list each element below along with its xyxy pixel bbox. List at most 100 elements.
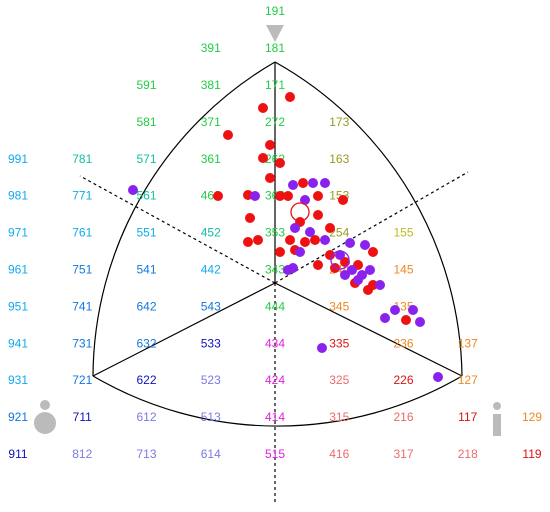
top-icon	[266, 25, 284, 42]
point	[313, 191, 323, 201]
grid-label: 741	[72, 299, 92, 313]
point	[415, 317, 425, 327]
grid-label: 713	[136, 447, 156, 461]
dashed-line	[274, 171, 469, 284]
point	[213, 191, 223, 201]
grid-label: 315	[329, 410, 349, 424]
centroid	[290, 202, 310, 222]
left-icon	[34, 412, 56, 434]
point	[313, 260, 323, 270]
dashed-lines	[79, 171, 469, 505]
grid-label: 216	[393, 410, 413, 424]
grid-label: 173	[329, 115, 349, 129]
grid-label: 921	[8, 410, 28, 424]
point	[283, 191, 293, 201]
grid-label: 991	[8, 152, 28, 166]
grid-label: 911	[8, 447, 27, 461]
grid-label: 931	[8, 373, 28, 387]
centroid	[330, 250, 350, 270]
grid-label: 541	[136, 262, 156, 276]
grid-label: 391	[201, 41, 221, 55]
point	[128, 185, 138, 195]
right-icon	[493, 402, 501, 410]
point	[285, 235, 295, 245]
right-icon	[493, 414, 501, 436]
left-arc	[92, 61, 276, 377]
grid-label: 218	[458, 447, 478, 461]
grid-label: 442	[201, 262, 221, 276]
outline	[79, 61, 469, 505]
grid-label: 345	[329, 299, 349, 313]
point	[368, 247, 378, 257]
point	[283, 265, 293, 275]
point	[365, 265, 375, 275]
grid-label: 236	[393, 336, 413, 350]
grid-label: 272	[265, 115, 285, 129]
grid-label: 981	[8, 189, 28, 203]
point	[325, 250, 335, 260]
point	[360, 240, 370, 250]
grid-label: 381	[201, 78, 221, 92]
point	[295, 247, 305, 257]
grid-label: 581	[136, 115, 156, 129]
left-icon	[40, 400, 50, 410]
point	[253, 235, 263, 245]
grid-label: 561	[136, 189, 156, 203]
point	[308, 178, 318, 188]
grid-label: 711	[73, 410, 92, 424]
point	[390, 305, 400, 315]
point	[433, 372, 443, 382]
point	[275, 247, 285, 257]
point	[347, 265, 357, 275]
point	[310, 235, 320, 245]
grid-label: 117	[458, 410, 477, 424]
grid-label: 335	[329, 336, 349, 350]
point	[353, 275, 363, 285]
point	[265, 173, 275, 183]
grid-label: 591	[136, 78, 156, 92]
point	[345, 238, 355, 248]
point	[275, 158, 285, 168]
grid-label: 452	[201, 226, 221, 240]
grid-label: 424	[265, 373, 285, 387]
grid-label: 533	[201, 336, 221, 350]
grid-label: 614	[201, 447, 221, 461]
grid-label: 434	[265, 336, 285, 350]
point	[338, 195, 348, 205]
grid-label: 226	[393, 373, 413, 387]
grid-label: 163	[329, 152, 349, 166]
grid-label: 444	[265, 299, 285, 313]
grid-label: 181	[265, 41, 285, 55]
point	[401, 315, 411, 325]
point	[258, 153, 268, 163]
point	[320, 178, 330, 188]
grid-label: 317	[393, 447, 413, 461]
grid-label: 961	[8, 262, 28, 276]
grid-label: 155	[393, 226, 413, 240]
grid-label: 513	[201, 410, 221, 424]
grid-label: 642	[136, 299, 156, 313]
point	[305, 227, 315, 237]
point	[317, 343, 327, 353]
grid-label: 137	[458, 336, 478, 350]
point	[265, 140, 275, 150]
grid-label: 812	[72, 447, 92, 461]
grid-label: 543	[201, 299, 221, 313]
point	[258, 103, 268, 113]
grid-label: 343	[265, 262, 285, 276]
grid-label: 119	[522, 447, 541, 461]
point	[245, 213, 255, 223]
grid-label: 721	[72, 373, 92, 387]
grid-label: 361	[201, 152, 221, 166]
grid-label: 371	[201, 115, 221, 129]
point	[335, 250, 345, 260]
axis-line	[92, 282, 276, 377]
point	[285, 92, 295, 102]
point	[340, 270, 350, 280]
dashed-line	[79, 175, 276, 284]
grid-label: 515	[265, 447, 285, 461]
grid-label: 353	[265, 226, 285, 240]
right-arc	[274, 61, 463, 377]
point	[250, 191, 260, 201]
grid-label: 751	[72, 262, 92, 276]
